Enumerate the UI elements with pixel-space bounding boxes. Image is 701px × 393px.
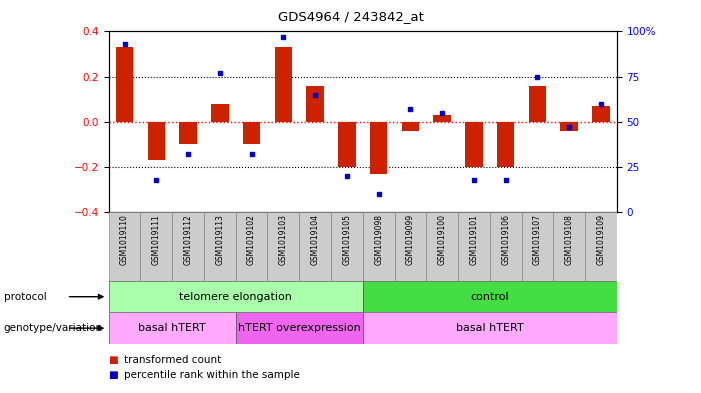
Text: GSM1019106: GSM1019106 (501, 214, 510, 265)
Bar (561, 122, 578, 131)
Text: GSM1019112: GSM1019112 (184, 214, 193, 265)
Text: control: control (470, 292, 509, 302)
Bar (109, 281, 363, 312)
Bar (116, 47, 133, 122)
Bar (458, 212, 490, 281)
Text: GSM1019098: GSM1019098 (374, 214, 383, 265)
Text: transformed count: transformed count (124, 354, 222, 365)
Bar (465, 122, 483, 167)
Bar (497, 122, 515, 167)
Bar (553, 212, 585, 281)
Bar (585, 212, 617, 281)
Bar (243, 122, 260, 144)
Bar (148, 122, 165, 160)
Bar (395, 212, 426, 281)
Text: telomere elongation: telomere elongation (179, 292, 292, 302)
Bar (236, 212, 268, 281)
Text: GSM1019107: GSM1019107 (533, 214, 542, 265)
Bar (172, 212, 204, 281)
Bar (109, 312, 236, 344)
Text: GSM1019110: GSM1019110 (120, 214, 129, 265)
Text: GSM1019099: GSM1019099 (406, 214, 415, 265)
Text: GSM1019104: GSM1019104 (311, 214, 320, 265)
Text: protocol: protocol (4, 292, 46, 302)
Bar (363, 281, 617, 312)
Text: GSM1019101: GSM1019101 (470, 214, 479, 265)
Bar (306, 86, 324, 122)
Text: GDS4964 / 243842_at: GDS4964 / 243842_at (278, 10, 423, 23)
Bar (370, 122, 388, 174)
Text: basal hTERT: basal hTERT (456, 323, 524, 333)
Bar (268, 212, 299, 281)
Text: GSM1019113: GSM1019113 (215, 214, 224, 265)
Text: GSM1019103: GSM1019103 (279, 214, 288, 265)
Bar (426, 212, 458, 281)
Text: GSM1019102: GSM1019102 (247, 214, 256, 265)
Text: percentile rank within the sample: percentile rank within the sample (124, 370, 300, 380)
Bar (338, 122, 355, 167)
Bar (331, 212, 363, 281)
Text: ■: ■ (109, 370, 122, 380)
Text: GSM1019109: GSM1019109 (597, 214, 606, 265)
Text: GSM1019105: GSM1019105 (342, 214, 351, 265)
Bar (592, 106, 610, 122)
Text: genotype/variation: genotype/variation (4, 323, 102, 333)
Text: basal hTERT: basal hTERT (138, 323, 206, 333)
Text: ■: ■ (109, 354, 122, 365)
Bar (299, 212, 331, 281)
Bar (402, 122, 419, 131)
Text: GSM1019100: GSM1019100 (437, 214, 447, 265)
Bar (211, 104, 229, 122)
Bar (433, 115, 451, 122)
Bar (236, 312, 363, 344)
Bar (490, 212, 522, 281)
Bar (140, 212, 172, 281)
Bar (522, 212, 553, 281)
Bar (109, 212, 140, 281)
Text: hTERT overexpression: hTERT overexpression (238, 323, 360, 333)
Bar (179, 122, 197, 144)
Bar (529, 86, 546, 122)
Text: GSM1019108: GSM1019108 (565, 214, 573, 265)
Bar (275, 47, 292, 122)
Bar (363, 312, 617, 344)
Text: GSM1019111: GSM1019111 (152, 214, 161, 265)
Bar (204, 212, 236, 281)
Bar (363, 212, 395, 281)
